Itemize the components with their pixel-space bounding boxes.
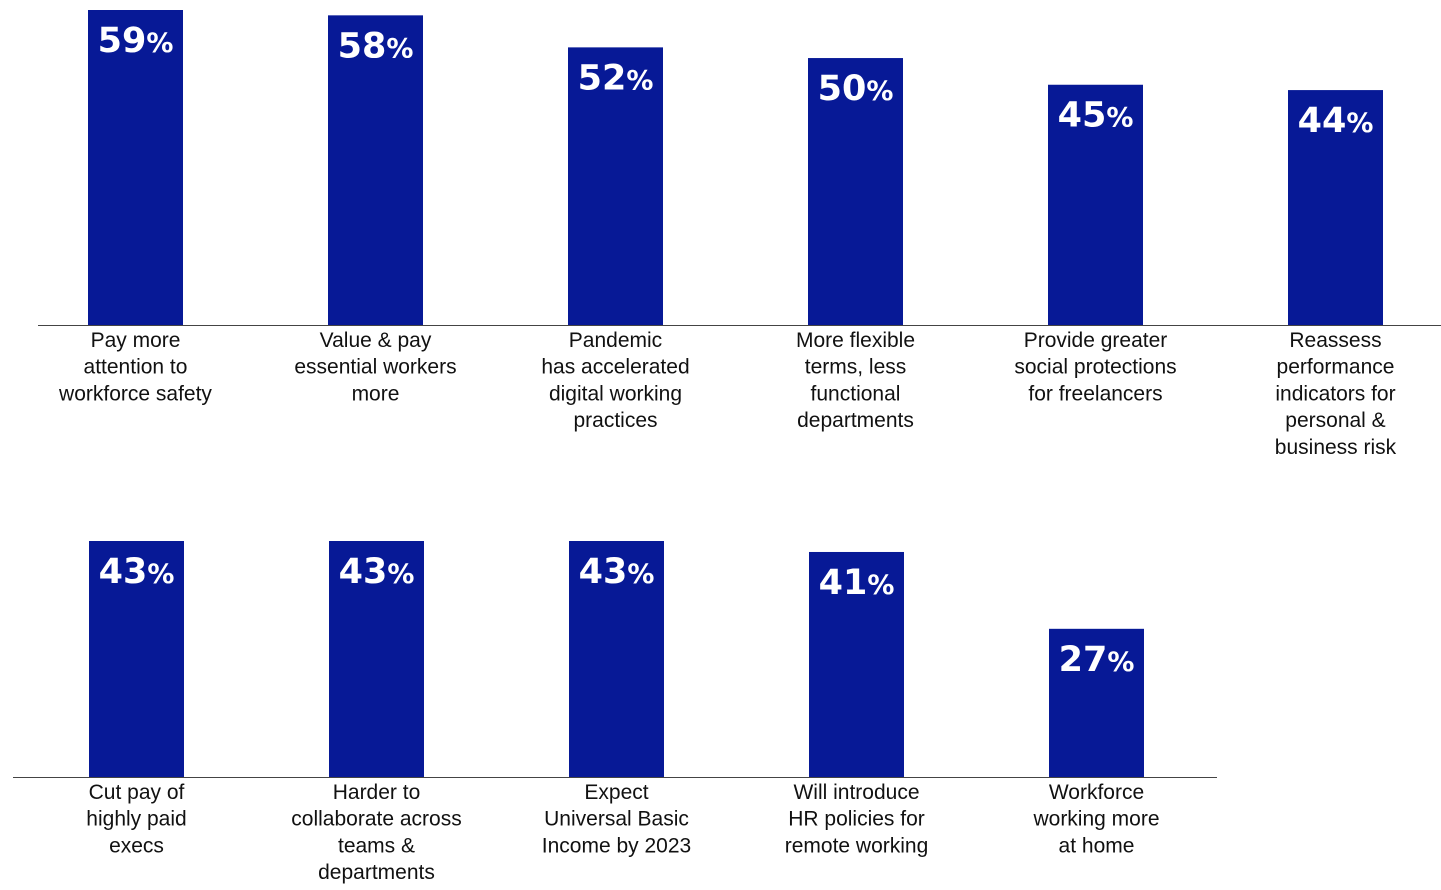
bar-1-5 [1048,84,1143,326]
bar-2-1 [89,541,184,777]
category-label-2-4: Will introduce HR policies for remote work… [785,781,929,857]
chart-panel-2: 43% Cut pay of highly paid execs 43% Harder t… [13,541,1217,884]
value-label-1-2: 58% [338,26,414,66]
bar-1-3 [568,47,663,325]
value-label-1-5: 45% [1058,96,1134,136]
value-label-2-2: 43% [339,552,415,592]
chart-panel-1: 59% Pay more attention to workforce safety 5… [38,10,1441,459]
category-label-1-3: Pandemic has accelerated digital working pr… [541,329,689,432]
bar-1-1 [88,10,183,325]
category-label-1-5: Provide greater social protections for fre… [1014,329,1176,405]
category-label-2-5: Workforce working more at home [1032,781,1159,857]
value-label-1-6: 44% [1298,101,1374,141]
value-label-1-3: 52% [578,58,654,98]
category-label-2-1: Cut pay of highly paid execs [86,781,186,857]
bar-1-2 [328,15,423,325]
category-label-2-2: Harder to collaborate across teams & depart… [291,781,461,884]
bar-2-2 [329,541,424,777]
value-label-2-1: 43% [99,552,175,592]
bar-1-4 [808,58,903,326]
value-label-1-1: 59% [98,21,174,61]
value-label-2-4: 41% [819,563,895,603]
bar-1-6 [1288,90,1383,325]
value-label-2-5: 27% [1059,640,1135,680]
value-label-2-3: 43% [579,552,655,592]
category-label-2-3: Expect Universal Basic Income by 2023 [542,781,691,857]
category-label-1-1: Pay more attention to workforce safety [58,329,212,405]
bar-2-3 [569,541,664,777]
category-label-1-2: Value & pay essential workers more [294,329,456,405]
category-label-1-6: Reassess performance indicators for persona… [1275,329,1397,459]
bar-2-4 [809,551,904,777]
category-label-1-4: More flexible terms, less functional depart… [796,329,915,432]
value-label-1-4: 50% [818,69,894,109]
bar-2-5 [1049,628,1144,777]
